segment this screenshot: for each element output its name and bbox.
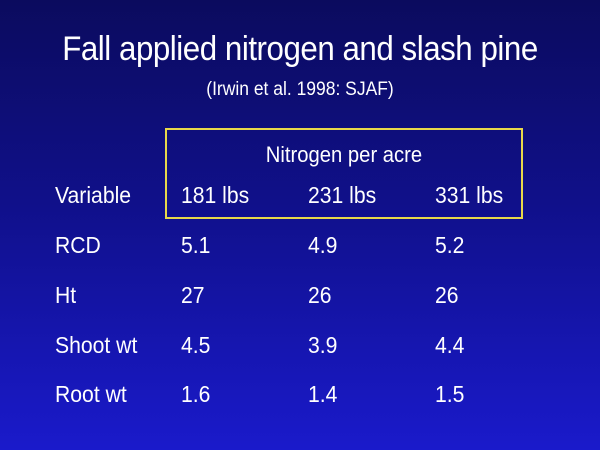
table-cell: 4.9 (308, 232, 338, 258)
column-header-181: 181 lbs (181, 182, 250, 208)
column-header-variable: Variable (55, 182, 132, 208)
table-cell: 3.9 (308, 332, 338, 358)
nitrogen-header-box (165, 128, 523, 219)
row-label: RCD (55, 232, 101, 258)
table-cell: 4.4 (435, 332, 465, 358)
table-cell: 5.2 (435, 232, 465, 258)
table-cell: 4.5 (181, 332, 211, 358)
column-header-231: 231 lbs (308, 182, 377, 208)
table-cell: 26 (435, 282, 459, 308)
table-cell: 26 (308, 282, 332, 308)
table-cell: 1.5 (435, 381, 465, 407)
slide-title: Fall applied nitrogen and slash pine (62, 30, 538, 68)
table-cell: 1.6 (181, 381, 211, 407)
nitrogen-group-header: Nitrogen per acre (265, 142, 423, 167)
row-label: Root wt (55, 381, 127, 407)
row-label: Shoot wt (55, 332, 138, 358)
row-label: Ht (55, 282, 77, 308)
table-cell: 5.1 (181, 232, 211, 258)
column-header-331: 331 lbs (435, 182, 504, 208)
table-cell: 1.4 (308, 381, 338, 407)
table-cell: 27 (181, 282, 205, 308)
slide-subtitle: (Irwin et al. 1998: SJAF) (206, 79, 394, 100)
